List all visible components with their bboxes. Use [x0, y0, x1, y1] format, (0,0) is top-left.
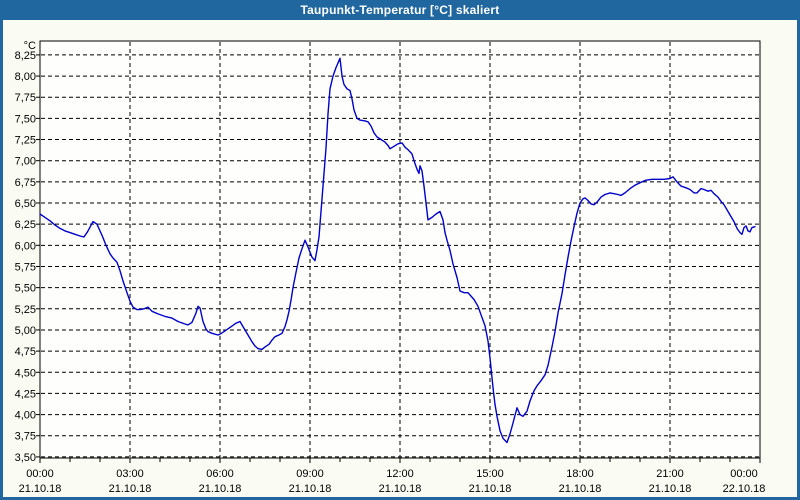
x-tick-date-label: 21.10.18	[379, 483, 422, 495]
y-tick-label: 7,00	[15, 156, 36, 168]
y-tick-label: 7,75	[15, 92, 36, 104]
page-title: Taupunkt-Temperatur [°C] skaliert	[300, 3, 500, 17]
title-bar: Taupunkt-Temperatur [°C] skaliert	[3, 0, 797, 20]
y-axis-unit-label: °C	[24, 40, 36, 52]
y-tick-label: 6,25	[15, 219, 36, 231]
x-tick-time-label: 03:00	[116, 468, 144, 480]
x-tick-time-label: 06:00	[206, 468, 234, 480]
x-tick-time-label: 15:00	[476, 468, 504, 480]
y-tick-label: 4,00	[15, 410, 36, 422]
x-tick-date-label: 21.10.18	[109, 483, 152, 495]
x-tick-time-label: 12:00	[386, 468, 414, 480]
x-tick-date-label: 21.10.18	[199, 483, 242, 495]
y-tick-label: 4,50	[15, 367, 36, 379]
y-tick-label: 5,50	[15, 283, 36, 295]
x-tick-date-label: 21.10.18	[289, 483, 332, 495]
dew-point-series-line	[39, 57, 756, 444]
dew-point-chart: 8,25 8,00 7,75 7,50 7,25 7,00 6,75 6,50 6,25 6,00…	[15, 40, 766, 495]
y-tick-label: 3,50	[15, 452, 36, 464]
x-tick-time-label: 00:00	[26, 468, 54, 480]
y-tick-label: 4,25	[15, 388, 36, 400]
y-tick-label: 6,50	[15, 198, 36, 210]
x-tick-date-label: 21.10.18	[649, 483, 692, 495]
x-tick-time-label: 21:00	[656, 468, 684, 480]
y-tick-label: 7,25	[15, 135, 36, 147]
x-tick-date-label: 21.10.18	[19, 483, 62, 495]
y-tick-label: 8,00	[15, 71, 36, 83]
y-tick-label: 8,25	[15, 50, 36, 62]
y-tick-label: 6,00	[15, 240, 36, 252]
x-tick-time-label: 09:00	[296, 468, 324, 480]
y-tick-label: 4,75	[15, 346, 36, 358]
x-tick-date-label: 21.10.18	[559, 483, 602, 495]
y-tick-label: 5,75	[15, 261, 36, 273]
x-tick-time-label: 00:00	[730, 468, 758, 480]
y-tick-label: 6,75	[15, 177, 36, 189]
x-tick-date-label: 21.10.18	[469, 483, 512, 495]
x-tick-date-label: 22.10.18	[723, 483, 766, 495]
y-tick-label: 5,00	[15, 325, 36, 337]
y-tick-label: 3,75	[15, 431, 36, 443]
y-tick-label: 7,50	[15, 113, 36, 125]
x-tick-time-label: 18:00	[566, 468, 594, 480]
y-tick-label: 5,25	[15, 304, 36, 316]
